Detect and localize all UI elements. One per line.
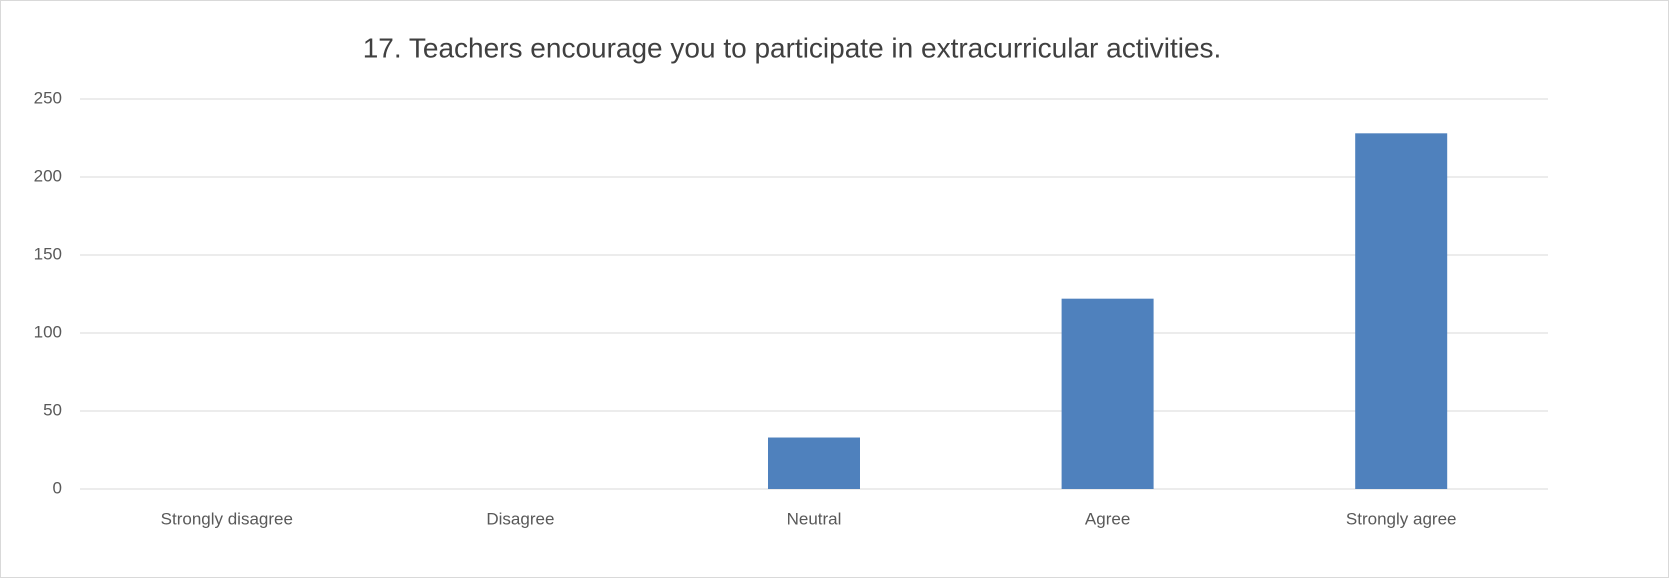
y-tick-label: 250 bbox=[34, 88, 62, 107]
x-tick-label: Disagree bbox=[486, 509, 554, 528]
y-tick-label: 0 bbox=[53, 478, 62, 497]
y-tick-label: 200 bbox=[34, 166, 62, 185]
x-tick-label: Strongly agree bbox=[1346, 509, 1457, 528]
bar bbox=[1061, 298, 1154, 489]
bar bbox=[1355, 133, 1448, 489]
x-tick-label: Neutral bbox=[787, 509, 842, 528]
y-tick-label: 100 bbox=[34, 322, 62, 341]
chart-title: 17. Teachers encourage you to participat… bbox=[363, 32, 1222, 63]
x-tick-label: Strongly disagree bbox=[161, 509, 293, 528]
y-tick-label: 50 bbox=[43, 400, 62, 419]
x-tick-label: Agree bbox=[1085, 509, 1130, 528]
y-tick-label: 150 bbox=[34, 244, 62, 263]
bar bbox=[768, 437, 860, 489]
